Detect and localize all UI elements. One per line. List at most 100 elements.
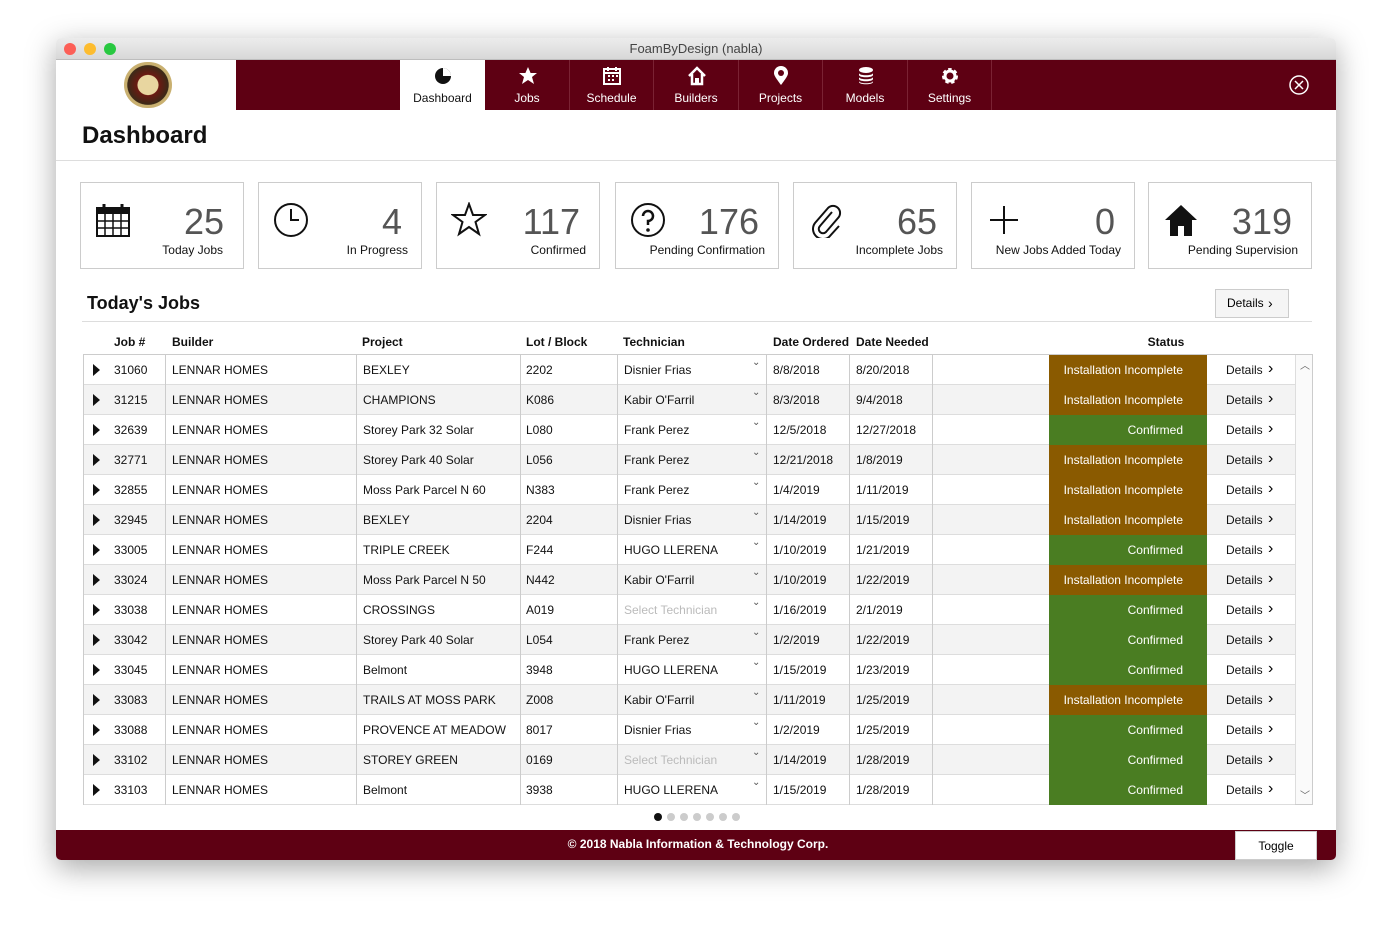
technician-select[interactable]: HUGO LLERENA [624,783,719,797]
select-chevron[interactable]: ⌄ [752,417,761,428]
cell: 33038 [114,603,148,617]
column-header: Date Ordered [773,335,850,349]
nav-item[interactable] [823,60,908,110]
nav-item[interactable] [569,60,654,110]
technician-select[interactable]: Select Technician [624,603,718,617]
row-details-link[interactable]: Details [1226,693,1263,707]
close-icon[interactable] [1288,74,1310,96]
cell: LENNAR HOMES [172,483,269,497]
minimize-dot[interactable] [84,43,96,55]
stat-value: 0 [1094,201,1115,242]
expand-arrow[interactable] [93,424,100,436]
nav-item[interactable] [907,60,992,110]
cell: LENNAR HOMES [172,783,269,797]
cell-border [520,355,521,385]
cell-border [766,745,767,775]
page-dot[interactable] [693,813,701,821]
row-details-link[interactable]: Details [1226,453,1263,467]
row-details-link[interactable]: Details [1226,573,1263,587]
scrollbar[interactable]: ︿ ﹀ [1295,355,1312,804]
toggle-button[interactable]: Toggle [1235,831,1317,860]
page-dot[interactable] [706,813,714,821]
select-chevron[interactable]: ⌄ [752,387,761,398]
expand-arrow[interactable] [93,514,100,526]
zoom-dot[interactable] [104,43,116,55]
close-dot[interactable] [64,43,76,55]
row-details-link[interactable]: Details [1226,663,1263,677]
technician-select[interactable]: Frank Perez [624,423,690,437]
technician-select[interactable]: Disnier Frias [624,723,692,737]
technician-select[interactable]: HUGO LLERENA [624,543,719,557]
select-chevron[interactable]: ⌄ [752,777,761,788]
cell: LENNAR HOMES [172,753,269,767]
row-details-link[interactable]: Details [1226,723,1263,737]
select-chevron[interactable]: ⌄ [752,627,761,638]
nav-label: Dashboard [413,91,472,105]
technician-select[interactable]: Select Technician [624,753,718,767]
expand-arrow[interactable] [93,484,100,496]
technician-select[interactable]: Frank Perez [624,633,690,647]
select-chevron[interactable]: ⌄ [752,657,761,668]
cell-border [617,625,618,655]
select-chevron[interactable]: ⌄ [752,687,761,698]
select-chevron[interactable]: ⌄ [752,537,761,548]
cell-border [520,415,521,445]
technician-select[interactable]: Frank Perez [624,453,690,467]
select-chevron[interactable]: ⌄ [752,747,761,758]
expand-arrow[interactable] [93,604,100,616]
select-chevron[interactable]: ⌄ [752,447,761,458]
nav-item[interactable] [738,60,823,110]
expand-arrow[interactable] [93,754,100,766]
row-details-link[interactable]: Details [1226,513,1263,527]
technician-select[interactable]: Kabir O'Farril [624,693,695,707]
row-details-link[interactable]: Details [1226,423,1263,437]
expand-arrow[interactable] [93,664,100,676]
expand-arrow[interactable] [93,574,100,586]
select-chevron[interactable]: ⌄ [752,597,761,608]
page-dot[interactable] [680,813,688,821]
technician-select[interactable]: HUGO LLERENA [624,663,719,677]
row-details-link[interactable]: Details [1226,543,1263,557]
row-details-link[interactable]: Details [1226,603,1263,617]
row-details-link[interactable]: Details [1226,783,1263,797]
row-details-link[interactable]: Details [1226,483,1263,497]
chevron: › [1268,720,1274,737]
cell-border [165,715,166,745]
page-dot[interactable] [654,813,662,821]
expand-arrow[interactable] [93,634,100,646]
expand-arrow[interactable] [93,394,100,406]
row-details-link[interactable]: Details [1226,363,1263,377]
select-chevron[interactable]: ⌄ [752,357,761,368]
stat-value: 319 [1231,201,1292,242]
cell-border [932,625,933,655]
cell-border [356,625,357,655]
expand-arrow[interactable] [93,364,100,376]
page-dot[interactable] [732,813,740,821]
expand-arrow[interactable] [93,784,100,796]
select-chevron[interactable]: ⌄ [752,567,761,578]
technician-select[interactable]: Kabir O'Farril [624,573,695,587]
technician-select[interactable]: Frank Perez [624,483,690,497]
expand-arrow[interactable] [93,544,100,556]
nav-item[interactable] [485,60,570,110]
page-dot[interactable] [667,813,675,821]
technician-select[interactable]: Disnier Frias [624,363,692,377]
expand-arrow[interactable] [93,694,100,706]
select-chevron[interactable]: ⌄ [752,507,761,518]
row-details-link[interactable]: Details [1226,753,1263,767]
cell-border [617,475,618,505]
row-details-link[interactable]: Details [1226,633,1263,647]
cell-border [932,565,933,595]
nav-item[interactable] [654,60,739,110]
select-chevron[interactable]: ⌄ [752,477,761,488]
technician-select[interactable]: Disnier Frias [624,513,692,527]
row-details-link[interactable]: Details [1226,393,1263,407]
expand-arrow[interactable] [93,724,100,736]
page-dot[interactable] [719,813,727,821]
details-button[interactable]: Details › [1215,289,1289,318]
cell: 33045 [114,663,148,677]
cell-border [356,715,357,745]
select-chevron[interactable]: ⌄ [752,717,761,728]
technician-select[interactable]: Kabir O'Farril [624,393,695,407]
expand-arrow[interactable] [93,454,100,466]
